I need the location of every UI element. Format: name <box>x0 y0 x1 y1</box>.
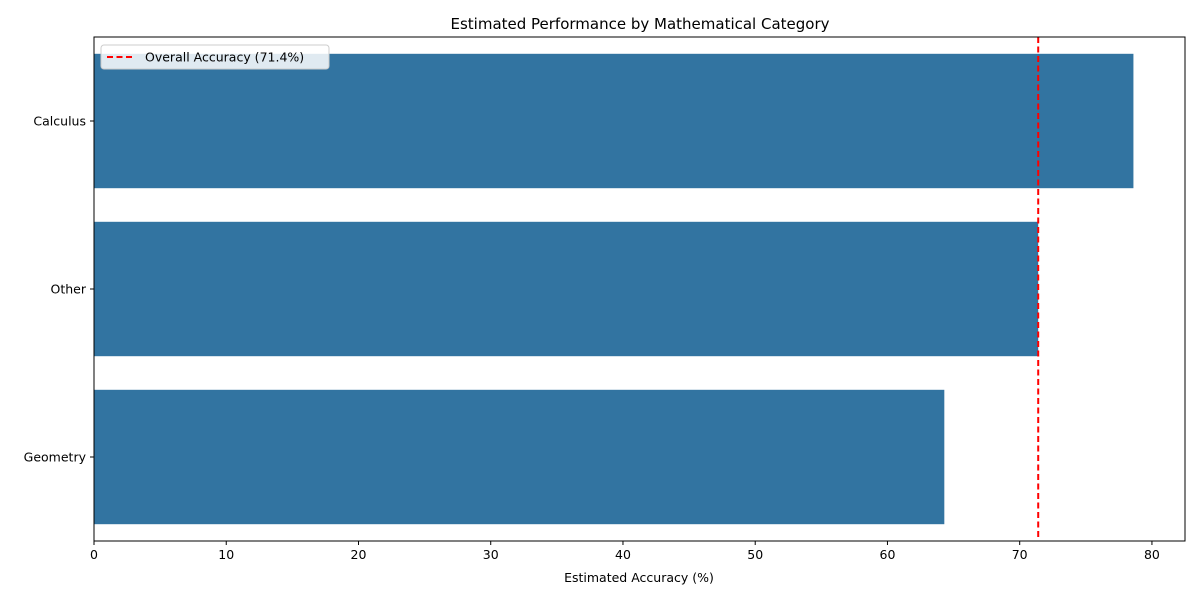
axes-frame <box>93 36 1186 542</box>
x-tick-label-80: 80 <box>1144 547 1160 562</box>
chart-title: Estimated Performance by Mathematical Ca… <box>450 15 829 33</box>
bar-calculus <box>94 53 1134 189</box>
y-tick-label-calculus: Calculus <box>33 114 86 129</box>
x-tick-label-50: 50 <box>747 547 763 562</box>
legend-box <box>100 44 330 70</box>
axes-layer: Calculus Other Geometry 0 10 20 30 40 50 60 70 80 <box>24 36 1186 562</box>
x-tick-label-40: 40 <box>615 547 631 562</box>
x-tick-label-10: 10 <box>218 547 234 562</box>
x-axis-label: Estimated Accuracy (%) <box>564 570 714 585</box>
bar-geometry <box>94 389 945 525</box>
x-tick-label-60: 60 <box>880 547 896 562</box>
y-tick-label-geometry: Geometry <box>24 450 87 465</box>
legend: Overall Accuracy (71.4%) <box>100 44 330 70</box>
bars-layer <box>94 53 1134 525</box>
x-tick-label-70: 70 <box>1012 547 1028 562</box>
y-tick-label-other: Other <box>51 282 87 297</box>
x-tick-label-20: 20 <box>351 547 367 562</box>
legend-label-overall-accuracy: Overall Accuracy (71.4%) <box>145 50 304 65</box>
bar-other <box>94 221 1039 357</box>
x-tick-label-0: 0 <box>90 547 98 562</box>
x-tick-label-30: 30 <box>483 547 499 562</box>
